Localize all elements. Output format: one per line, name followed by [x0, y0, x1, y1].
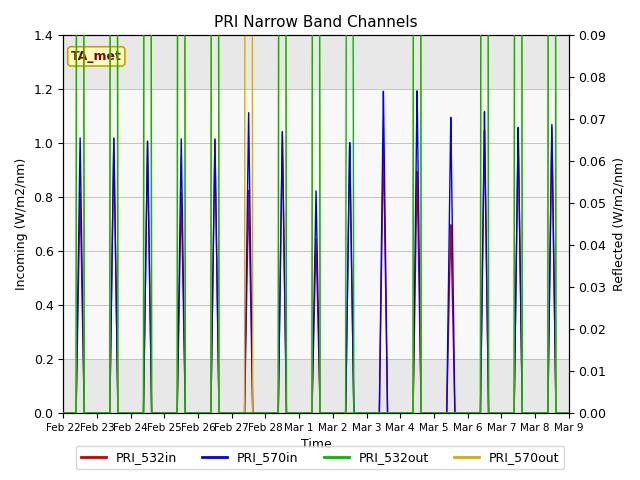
- PRI_570in: [60, 410, 67, 416]
- PRI_570in: [168, 410, 175, 416]
- Y-axis label: Reflected (W/m2/nm): Reflected (W/m2/nm): [612, 157, 625, 291]
- Line: PRI_570out: PRI_570out: [63, 0, 569, 413]
- PRI_570out: [385, 410, 393, 416]
- Y-axis label: Incoming (W/m2/nm): Incoming (W/m2/nm): [15, 158, 28, 290]
- PRI_570out: [563, 410, 571, 416]
- PRI_570in: [563, 410, 571, 416]
- Line: PRI_570in: PRI_570in: [63, 91, 569, 413]
- PRI_532in: [60, 410, 67, 416]
- PRI_570in: [413, 88, 421, 94]
- PRI_532out: [162, 410, 170, 416]
- PRI_532in: [248, 400, 256, 406]
- Bar: [63, 89, 569, 359]
- PRI_532in: [162, 410, 170, 416]
- PRI_570out: [565, 410, 573, 416]
- Text: TA_met: TA_met: [71, 50, 122, 63]
- PRI_532out: [563, 410, 571, 416]
- PRI_532in: [548, 124, 556, 130]
- PRI_570in: [458, 410, 465, 416]
- PRI_570out: [168, 410, 175, 416]
- Legend: PRI_532in, PRI_570in, PRI_532out, PRI_570out: PRI_532in, PRI_570in, PRI_532out, PRI_57…: [76, 446, 564, 469]
- PRI_570in: [385, 410, 393, 416]
- PRI_570in: [248, 396, 256, 402]
- Line: PRI_532in: PRI_532in: [63, 127, 569, 413]
- PRI_532in: [385, 410, 393, 416]
- PRI_532in: [458, 410, 465, 416]
- Line: PRI_532out: PRI_532out: [63, 0, 569, 413]
- PRI_532out: [168, 410, 175, 416]
- PRI_532in: [565, 410, 573, 416]
- PRI_532in: [168, 410, 175, 416]
- PRI_570out: [249, 268, 257, 274]
- X-axis label: Time: Time: [301, 438, 332, 451]
- PRI_532out: [385, 410, 393, 416]
- PRI_570in: [162, 410, 170, 416]
- PRI_570in: [565, 410, 573, 416]
- PRI_532out: [458, 410, 465, 416]
- Title: PRI Narrow Band Channels: PRI Narrow Band Channels: [214, 15, 418, 30]
- PRI_570out: [458, 410, 465, 416]
- PRI_570out: [60, 410, 67, 416]
- PRI_570out: [162, 410, 170, 416]
- PRI_532in: [563, 410, 571, 416]
- PRI_532out: [565, 410, 573, 416]
- PRI_532out: [248, 410, 256, 416]
- PRI_532out: [60, 410, 67, 416]
